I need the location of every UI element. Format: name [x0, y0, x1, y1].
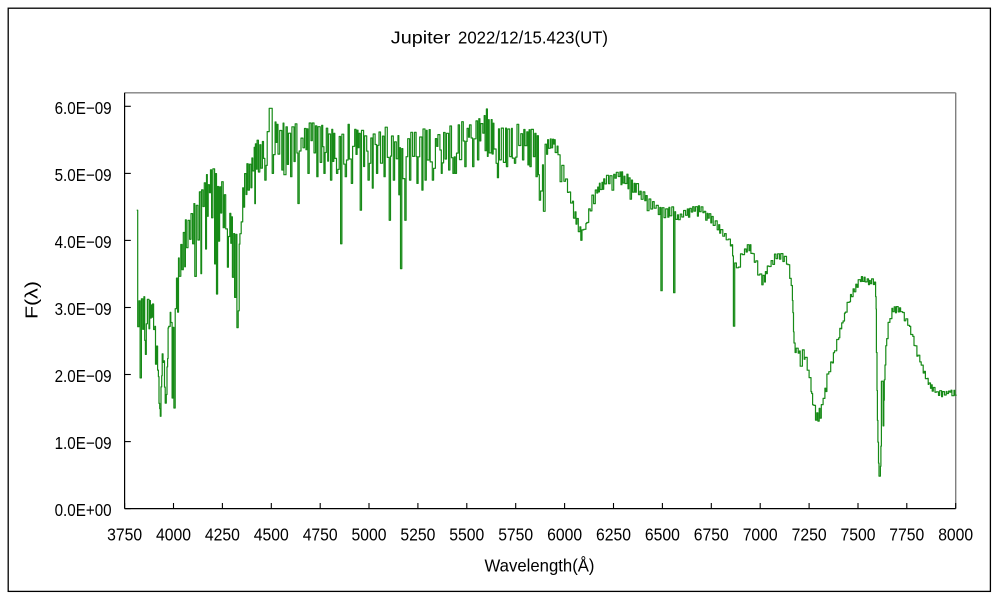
svg-text:5750: 5750 — [498, 525, 533, 545]
svg-text:6500: 6500 — [645, 525, 680, 545]
svg-text:4000: 4000 — [156, 525, 191, 545]
svg-text:7750: 7750 — [889, 525, 924, 545]
svg-text:3.0E−09: 3.0E−09 — [55, 299, 112, 319]
svg-text:4.0E−09: 4.0E−09 — [55, 232, 112, 252]
svg-text:4750: 4750 — [303, 525, 338, 545]
svg-text:4500: 4500 — [254, 525, 289, 545]
svg-text:6.0E−09: 6.0E−09 — [55, 98, 112, 118]
svg-text:3750: 3750 — [107, 525, 142, 545]
svg-text:7500: 7500 — [841, 525, 876, 545]
svg-text:2.0E−09: 2.0E−09 — [55, 366, 112, 386]
svg-text:6750: 6750 — [694, 525, 729, 545]
svg-text:0.0E+00: 0.0E+00 — [55, 500, 112, 520]
svg-text:F(λ): F(λ) — [22, 281, 42, 319]
svg-text:7250: 7250 — [792, 525, 827, 545]
svg-text:6000: 6000 — [547, 525, 582, 545]
svg-text:Wavelength(Å): Wavelength(Å) — [485, 556, 595, 576]
svg-text:5500: 5500 — [449, 525, 484, 545]
svg-text:5250: 5250 — [400, 525, 435, 545]
svg-text:7000: 7000 — [743, 525, 778, 545]
svg-text:2022/12/15.423(UT): 2022/12/15.423(UT) — [458, 28, 608, 48]
svg-text:1.0E−09: 1.0E−09 — [55, 433, 112, 453]
svg-text:8000: 8000 — [938, 525, 973, 545]
svg-text:5000: 5000 — [352, 525, 387, 545]
svg-text:Jupiter: Jupiter — [391, 28, 451, 48]
svg-text:5.0E−09: 5.0E−09 — [55, 165, 112, 185]
svg-text:4250: 4250 — [205, 525, 240, 545]
svg-text:6250: 6250 — [596, 525, 631, 545]
